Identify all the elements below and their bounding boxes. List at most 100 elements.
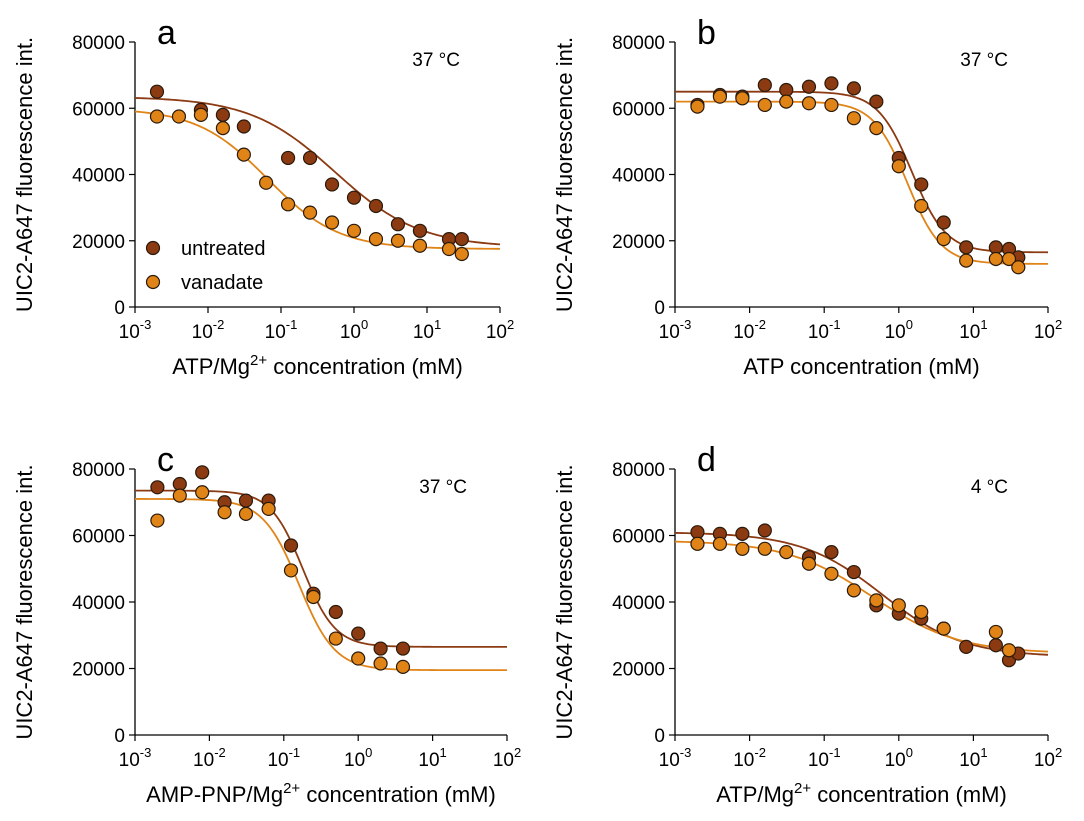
legend-label-untreated: untreated (181, 238, 266, 260)
data-point-vanadate (891, 598, 906, 613)
data-point-untreated (324, 177, 340, 192)
data-point-vanadate (735, 541, 750, 556)
data-point-untreated (368, 198, 384, 214)
data-point-vanadate (869, 593, 884, 608)
data-point-vanadate (324, 215, 340, 230)
y-tick-label: 0 (114, 726, 125, 747)
data-point-vanadate (346, 223, 362, 238)
data-point-untreated (215, 107, 231, 122)
y-tick-label: 80000 (72, 33, 125, 54)
data-point-vanadate (193, 107, 209, 122)
data-point-vanadate (1011, 260, 1026, 275)
data-point-vanadate (258, 175, 274, 190)
y-tick-label: 40000 (612, 166, 665, 187)
data-point-untreated (757, 77, 772, 93)
data-point-untreated (150, 480, 165, 495)
y-axis-title: UIC2-A647 fluorescence int. (552, 37, 577, 312)
data-point-vanadate (735, 91, 750, 106)
data-point-untreated (846, 564, 861, 580)
y-tick-label: 60000 (72, 527, 125, 548)
data-point-vanadate (1001, 643, 1017, 658)
x-axis-title: ATP concentration (mM) (743, 354, 979, 379)
x-tick-label: 102 (1034, 745, 1062, 771)
y-axis-title: UIC2-A647 fluorescence int. (12, 37, 37, 312)
data-point-vanadate (846, 111, 861, 126)
data-point-vanadate (215, 121, 231, 136)
data-point-vanadate (171, 109, 187, 124)
y-tick-label: 80000 (612, 33, 665, 54)
data-point-untreated (824, 76, 839, 91)
y-tick-label: 0 (114, 298, 125, 319)
x-tick-label: 100 (344, 745, 372, 771)
y-tick-label: 40000 (72, 593, 125, 614)
x-tick-label: 101 (418, 745, 446, 771)
x-tick-label: 10-2 (193, 745, 226, 771)
data-point-vanadate (936, 231, 951, 247)
data-point-vanadate (441, 241, 457, 257)
fit-curve-vanadate (134, 498, 507, 672)
data-point-untreated (959, 639, 974, 654)
x-tick-label: 10-2 (733, 745, 766, 771)
data-point-vanadate (351, 651, 366, 666)
y-tick-label: 0 (654, 726, 665, 747)
data-point-vanadate (914, 604, 929, 620)
fit-curve-untreated (135, 489, 507, 648)
data-point-vanadate (236, 147, 251, 162)
data-point-vanadate (373, 656, 388, 671)
legend-label-vanadate: vanadate (181, 272, 263, 294)
data-point-vanadate (454, 246, 469, 262)
data-point-vanadate (195, 485, 210, 500)
data-point-vanadate (801, 96, 817, 111)
data-point-vanadate (395, 659, 411, 674)
panel-c: 0 20000 40000 60000 80000 10-3 10-2 10-1 100 101 1… (12, 441, 521, 807)
y-tick-label: 0 (654, 298, 665, 319)
data-point-untreated (195, 465, 210, 480)
x-tick-label: 10-3 (659, 317, 692, 343)
data-point-untreated (988, 638, 1003, 653)
x-tick-label: 102 (1034, 317, 1062, 343)
data-point-untreated (390, 217, 406, 232)
data-point-untreated (302, 150, 318, 166)
data-point-vanadate (368, 231, 384, 247)
data-point-vanadate (306, 589, 321, 605)
data-point-untreated (846, 81, 861, 96)
y-tick-label: 20000 (72, 232, 125, 253)
data-point-vanadate (261, 501, 276, 516)
legend-marker-vanadate (145, 274, 161, 290)
y-tick-label: 80000 (612, 460, 665, 481)
data-point-untreated (959, 240, 974, 255)
x-axis-title: ATP/Mg2+ concentration (mM) (716, 780, 1007, 807)
x-tick-label: 10-1 (265, 317, 298, 343)
data-point-vanadate (690, 536, 705, 551)
data-point-untreated (757, 523, 772, 538)
data-point-vanadate (891, 159, 906, 174)
data-point-untreated (824, 545, 839, 560)
data-point-untreated (328, 604, 343, 620)
x-axis-title: ATP/Mg2+ concentration (mM) (172, 352, 463, 379)
data-point-untreated (280, 150, 296, 166)
fit-curve-vanadate (675, 100, 1049, 265)
data-point-untreated (869, 94, 884, 109)
x-tick-label: 100 (340, 317, 368, 343)
panel-b: 0 20000 40000 60000 80000 10-3 10-2 10-1 100 101 1… (552, 14, 1062, 379)
y-tick-label: 20000 (72, 660, 125, 681)
temperature-annotation: 37 °C (412, 50, 460, 71)
data-point-vanadate (283, 563, 299, 578)
data-point-vanadate (846, 583, 861, 598)
data-point-vanadate (959, 253, 974, 268)
data-point-untreated (238, 493, 254, 508)
data-point-vanadate (280, 197, 296, 212)
y-tick-label: 40000 (612, 593, 665, 614)
data-point-vanadate (801, 556, 817, 571)
data-point-vanadate (1001, 251, 1017, 267)
y-tick-label: 40000 (72, 166, 125, 187)
data-point-untreated (351, 626, 366, 641)
x-tick-label: 10-3 (119, 745, 152, 771)
panel-d: 0 20000 40000 60000 80000 10-3 10-2 10-1 100 101 1… (552, 441, 1062, 807)
x-tick-label: 10-3 (659, 745, 692, 771)
y-tick-label: 60000 (612, 99, 665, 120)
x-tick-label: 100 (885, 317, 913, 343)
x-tick-label: 10-1 (267, 745, 300, 771)
y-tick-label: 20000 (612, 232, 665, 253)
